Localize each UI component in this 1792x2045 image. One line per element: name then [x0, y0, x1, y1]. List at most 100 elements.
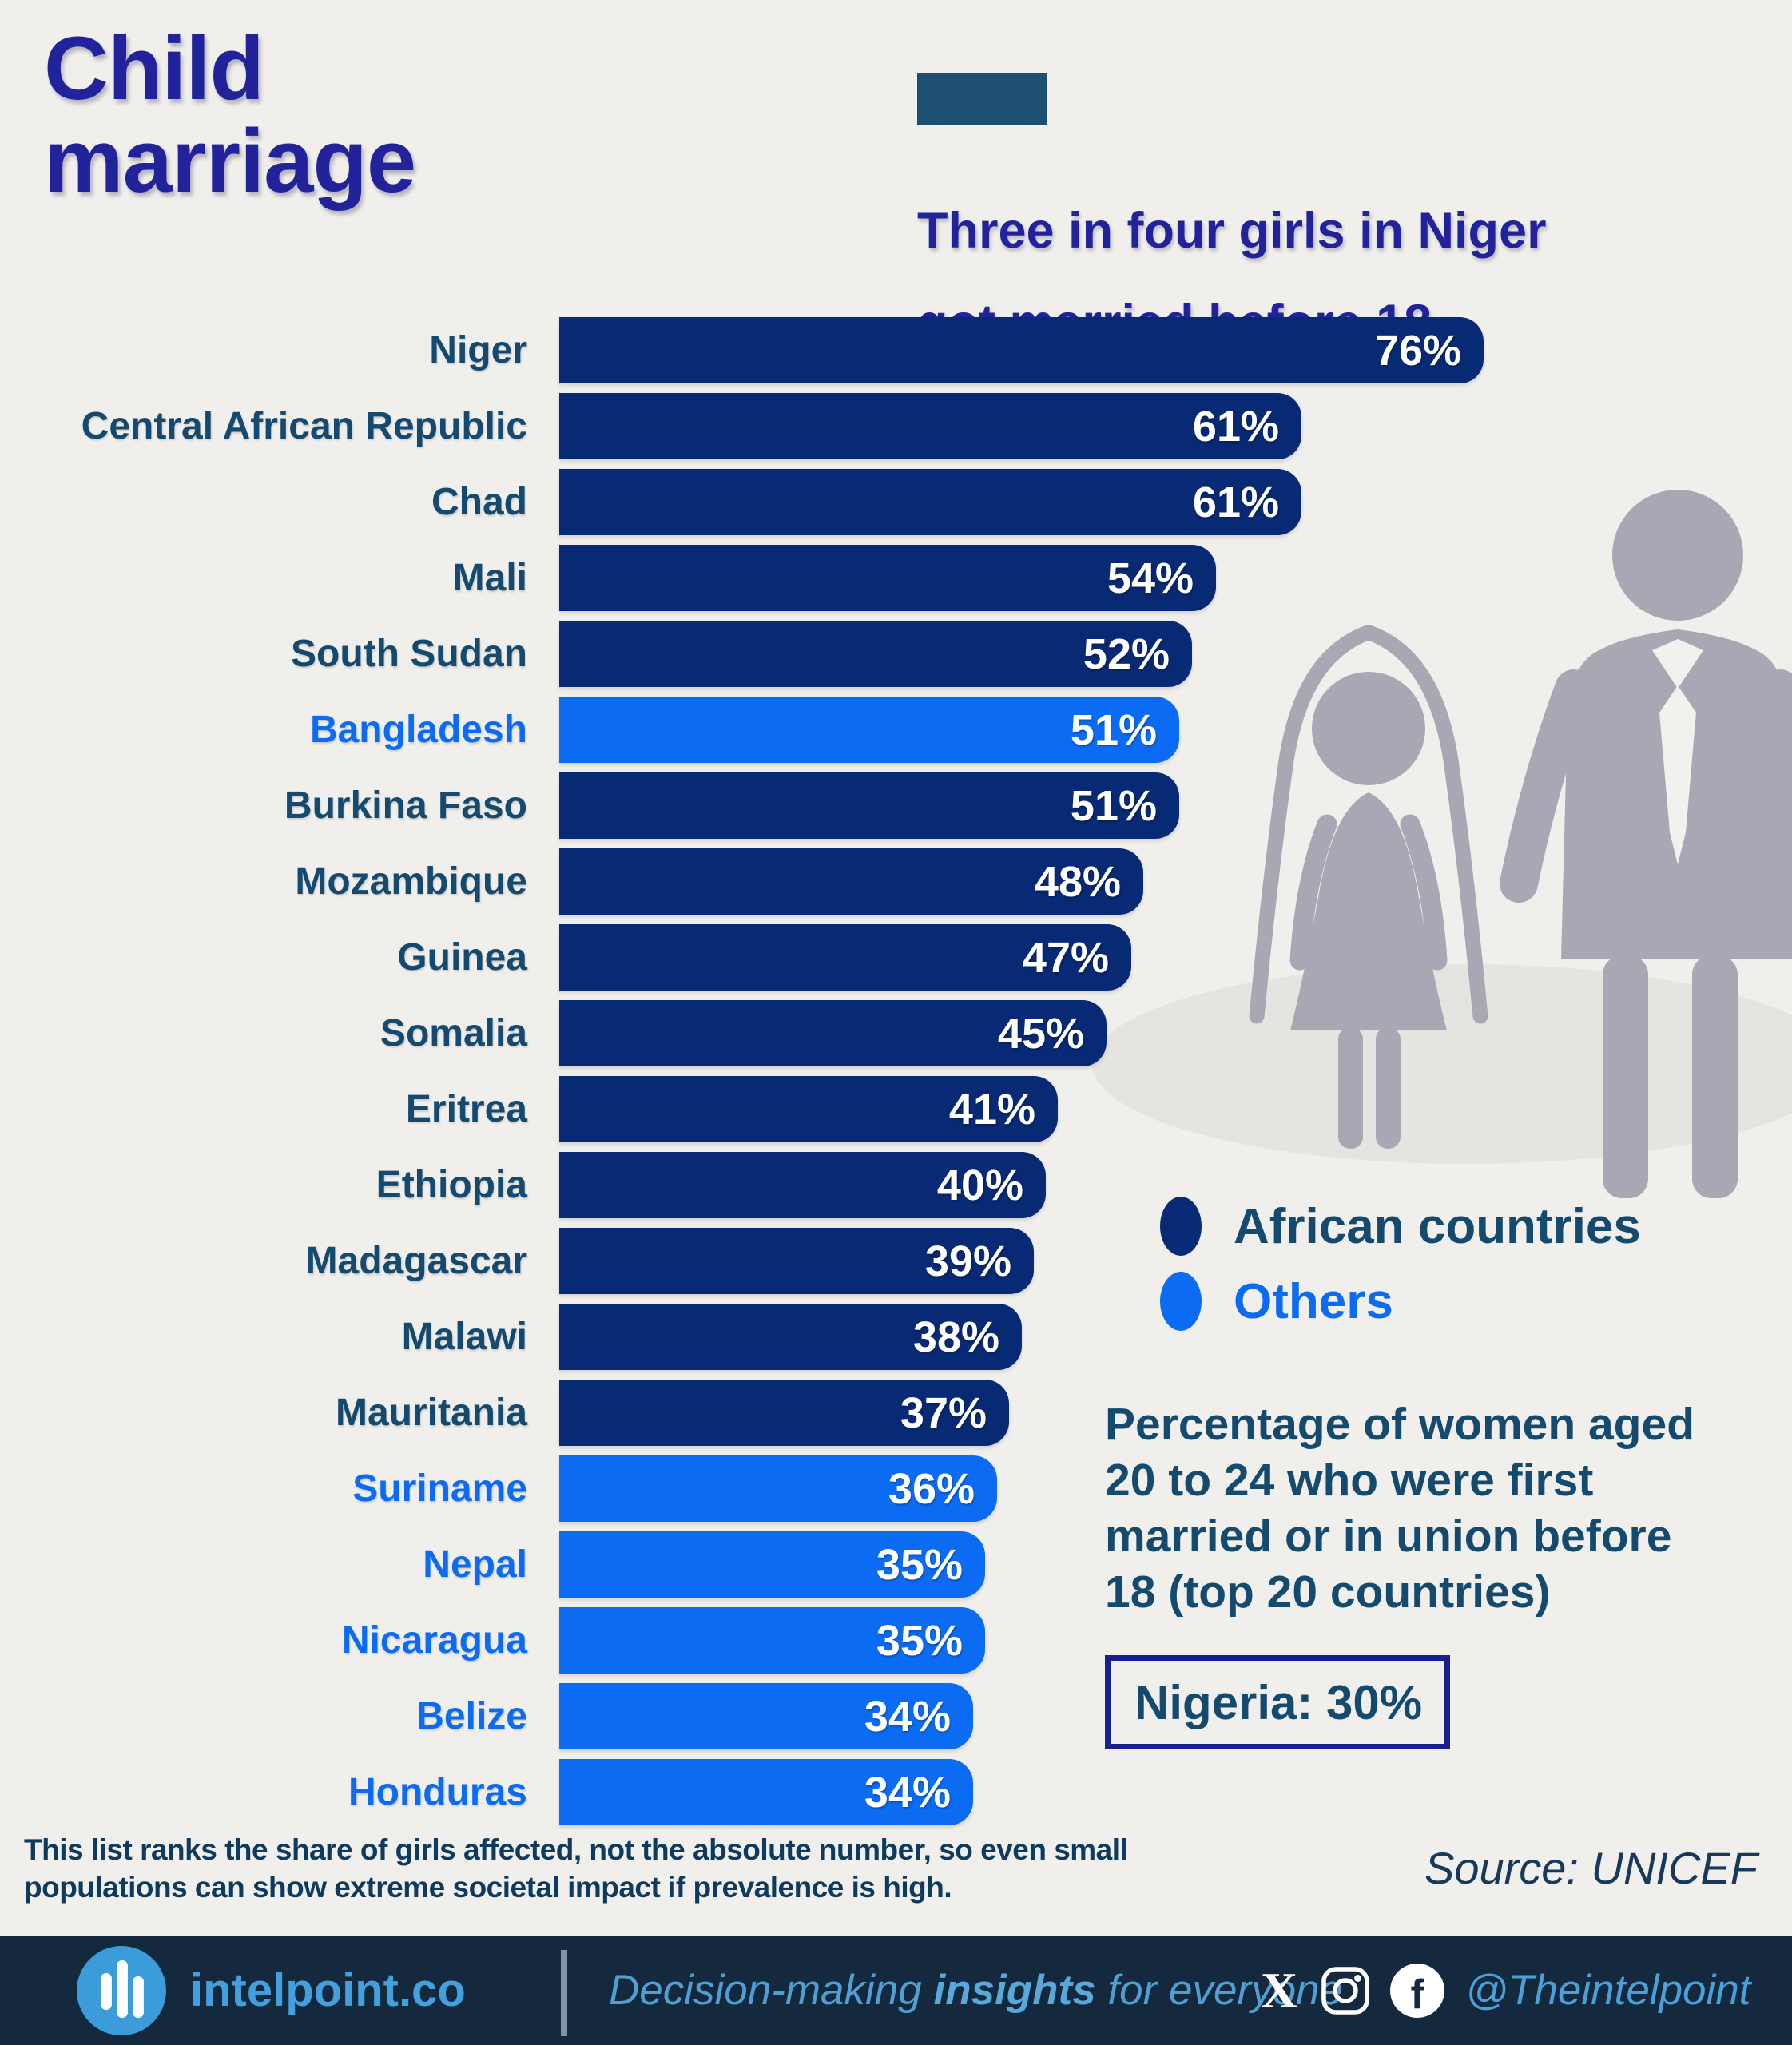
bride-and-groom-illustration — [1092, 490, 1792, 1198]
african-countries-marker-icon — [1160, 1197, 1202, 1256]
footnote-line-2: populations can show extreme societal im… — [24, 1871, 952, 1904]
country-label: Eritrea — [405, 1088, 527, 1130]
bar-value-label: 39% — [924, 1237, 1011, 1285]
bar-row: Mauritania 37% — [0, 1380, 1558, 1446]
country-label: Niger — [429, 329, 527, 371]
bar: 34% — [559, 1683, 973, 1749]
description-line: 18 (top 20 countries) — [1105, 1567, 1551, 1618]
country-label: Suriname — [352, 1467, 527, 1510]
tagline-bold: insights — [933, 1967, 1096, 2014]
description-line: Percentage of women aged — [1105, 1399, 1695, 1450]
bar-row: Guinea 47% — [0, 924, 1558, 991]
bar-value-label: 48% — [1034, 857, 1121, 906]
bar-row: Niger 76% — [0, 317, 1558, 383]
legend-row-african: African countries — [1160, 1194, 1641, 1258]
groom-tie — [1659, 685, 1696, 864]
source-credit: Source: UNICEF — [1424, 1843, 1758, 1893]
country-label: Belize — [416, 1695, 527, 1737]
bar-row: Mozambique 48% — [0, 848, 1558, 915]
others-label: Others — [1234, 1273, 1393, 1329]
bar-value-label: 51% — [1070, 781, 1157, 830]
x-twitter-icon: X — [1261, 1961, 1298, 2019]
bar-value-label: 51% — [1070, 705, 1157, 754]
chart-legend: African countries Others — [1160, 1194, 1641, 1344]
bar: 35% — [559, 1607, 985, 1674]
bar-row: Madagascar 39% — [0, 1228, 1558, 1294]
country-label: South Sudan — [291, 633, 527, 675]
bar: 51% — [559, 772, 1179, 839]
bar-row: Honduras 34% — [0, 1759, 1558, 1825]
accent-bar — [917, 73, 1047, 125]
description-line: 20 to 24 who were first — [1105, 1455, 1594, 1506]
title-line-1: Child — [44, 18, 264, 118]
bar-row: Burkina Faso 51% — [0, 772, 1558, 839]
footnote-line-1: This list ranks the share of girls affec… — [24, 1833, 1128, 1866]
bar: 34% — [559, 1759, 973, 1825]
bar: 76% — [559, 317, 1484, 383]
footer-tagline: Decision-making insights for everyone — [609, 1936, 1343, 2045]
footer-bar — [0, 1936, 1792, 2045]
bar-row: Somalia 45% — [0, 1000, 1558, 1066]
bar-value-label: 35% — [876, 1616, 963, 1665]
nigeria-callout-box: Nigeria: 30% — [1105, 1655, 1450, 1749]
bar-row: South Sudan 52% — [0, 621, 1558, 687]
bar-row: Chad 61% — [0, 469, 1558, 535]
bar: 39% — [559, 1228, 1034, 1294]
others-marker-icon — [1160, 1272, 1202, 1331]
country-label: Madagascar — [305, 1240, 527, 1282]
bar-chart: Niger 76% Central African Republic 61% C… — [0, 317, 1558, 1835]
bar-row: Suriname 36% — [0, 1455, 1558, 1522]
country-label: Nepal — [423, 1543, 527, 1586]
country-label: Somalia — [379, 1012, 527, 1054]
bar-value-label: 41% — [948, 1085, 1035, 1134]
bar-row: Bangladesh 51% — [0, 697, 1558, 763]
country-label: Central African Republic — [81, 405, 527, 447]
country-label: Mali — [452, 557, 527, 599]
bar: 36% — [559, 1455, 997, 1522]
country-label: Burkina Faso — [284, 784, 527, 827]
bar: 45% — [559, 1000, 1107, 1066]
bar: 54% — [559, 545, 1216, 611]
bar: 47% — [559, 924, 1131, 991]
country-label: Honduras — [348, 1771, 527, 1813]
country-label: Mauritania — [335, 1392, 527, 1434]
tagline-pre: Decision-making — [609, 1967, 922, 2014]
logo-bar-icon — [117, 1960, 128, 2018]
bar-row: Ethiopia 40% — [0, 1152, 1558, 1218]
bar-row: Nepal 35% — [0, 1531, 1558, 1598]
bar: 61% — [559, 393, 1301, 459]
bar-value-label: 36% — [888, 1464, 975, 1513]
tagline-post: for everyone — [1107, 1967, 1344, 2014]
logo-bar-icon — [101, 1973, 112, 2010]
bar: 51% — [559, 697, 1179, 763]
bar-value-label: 40% — [936, 1161, 1023, 1209]
bar: 35% — [559, 1531, 985, 1598]
groom-collar — [1652, 639, 1703, 689]
country-label: Guinea — [397, 936, 527, 979]
bar-value-label: 76% — [1374, 326, 1461, 375]
page-title: Child marriage — [44, 18, 416, 208]
instagram-icon — [1320, 1965, 1371, 2016]
country-label: Bangladesh — [309, 709, 527, 751]
bar-value-label: 37% — [900, 1388, 987, 1437]
country-label: Nicaragua — [341, 1619, 527, 1662]
bar: 41% — [559, 1076, 1058, 1142]
brand-name: intelpoint.co — [190, 1964, 466, 2016]
bar-value-label: 45% — [997, 1009, 1084, 1058]
bride-silhouette — [1249, 625, 1488, 1149]
bar-row: Mali 54% — [0, 545, 1558, 611]
bar: 52% — [559, 621, 1192, 687]
subtitle-line-1: Three in four girls in Niger — [917, 203, 1547, 259]
bar-value-label: 54% — [1107, 554, 1194, 602]
legend-row-others: Others — [1160, 1269, 1641, 1333]
intelpoint-logo-icon — [77, 1946, 166, 2035]
facebook-icon: f — [1390, 1963, 1445, 2018]
country-label: Chad — [431, 481, 527, 523]
bar-value-label: 61% — [1192, 402, 1279, 451]
footnote: This list ranks the share of girls affec… — [24, 1831, 1128, 1906]
bar-value-label: 61% — [1192, 478, 1279, 526]
bar-value-label: 47% — [1022, 933, 1109, 982]
bar-row: Nicaragua 35% — [0, 1607, 1558, 1674]
logo-bar-icon — [133, 1976, 144, 2018]
bar-row: Malawi 38% — [0, 1304, 1558, 1370]
